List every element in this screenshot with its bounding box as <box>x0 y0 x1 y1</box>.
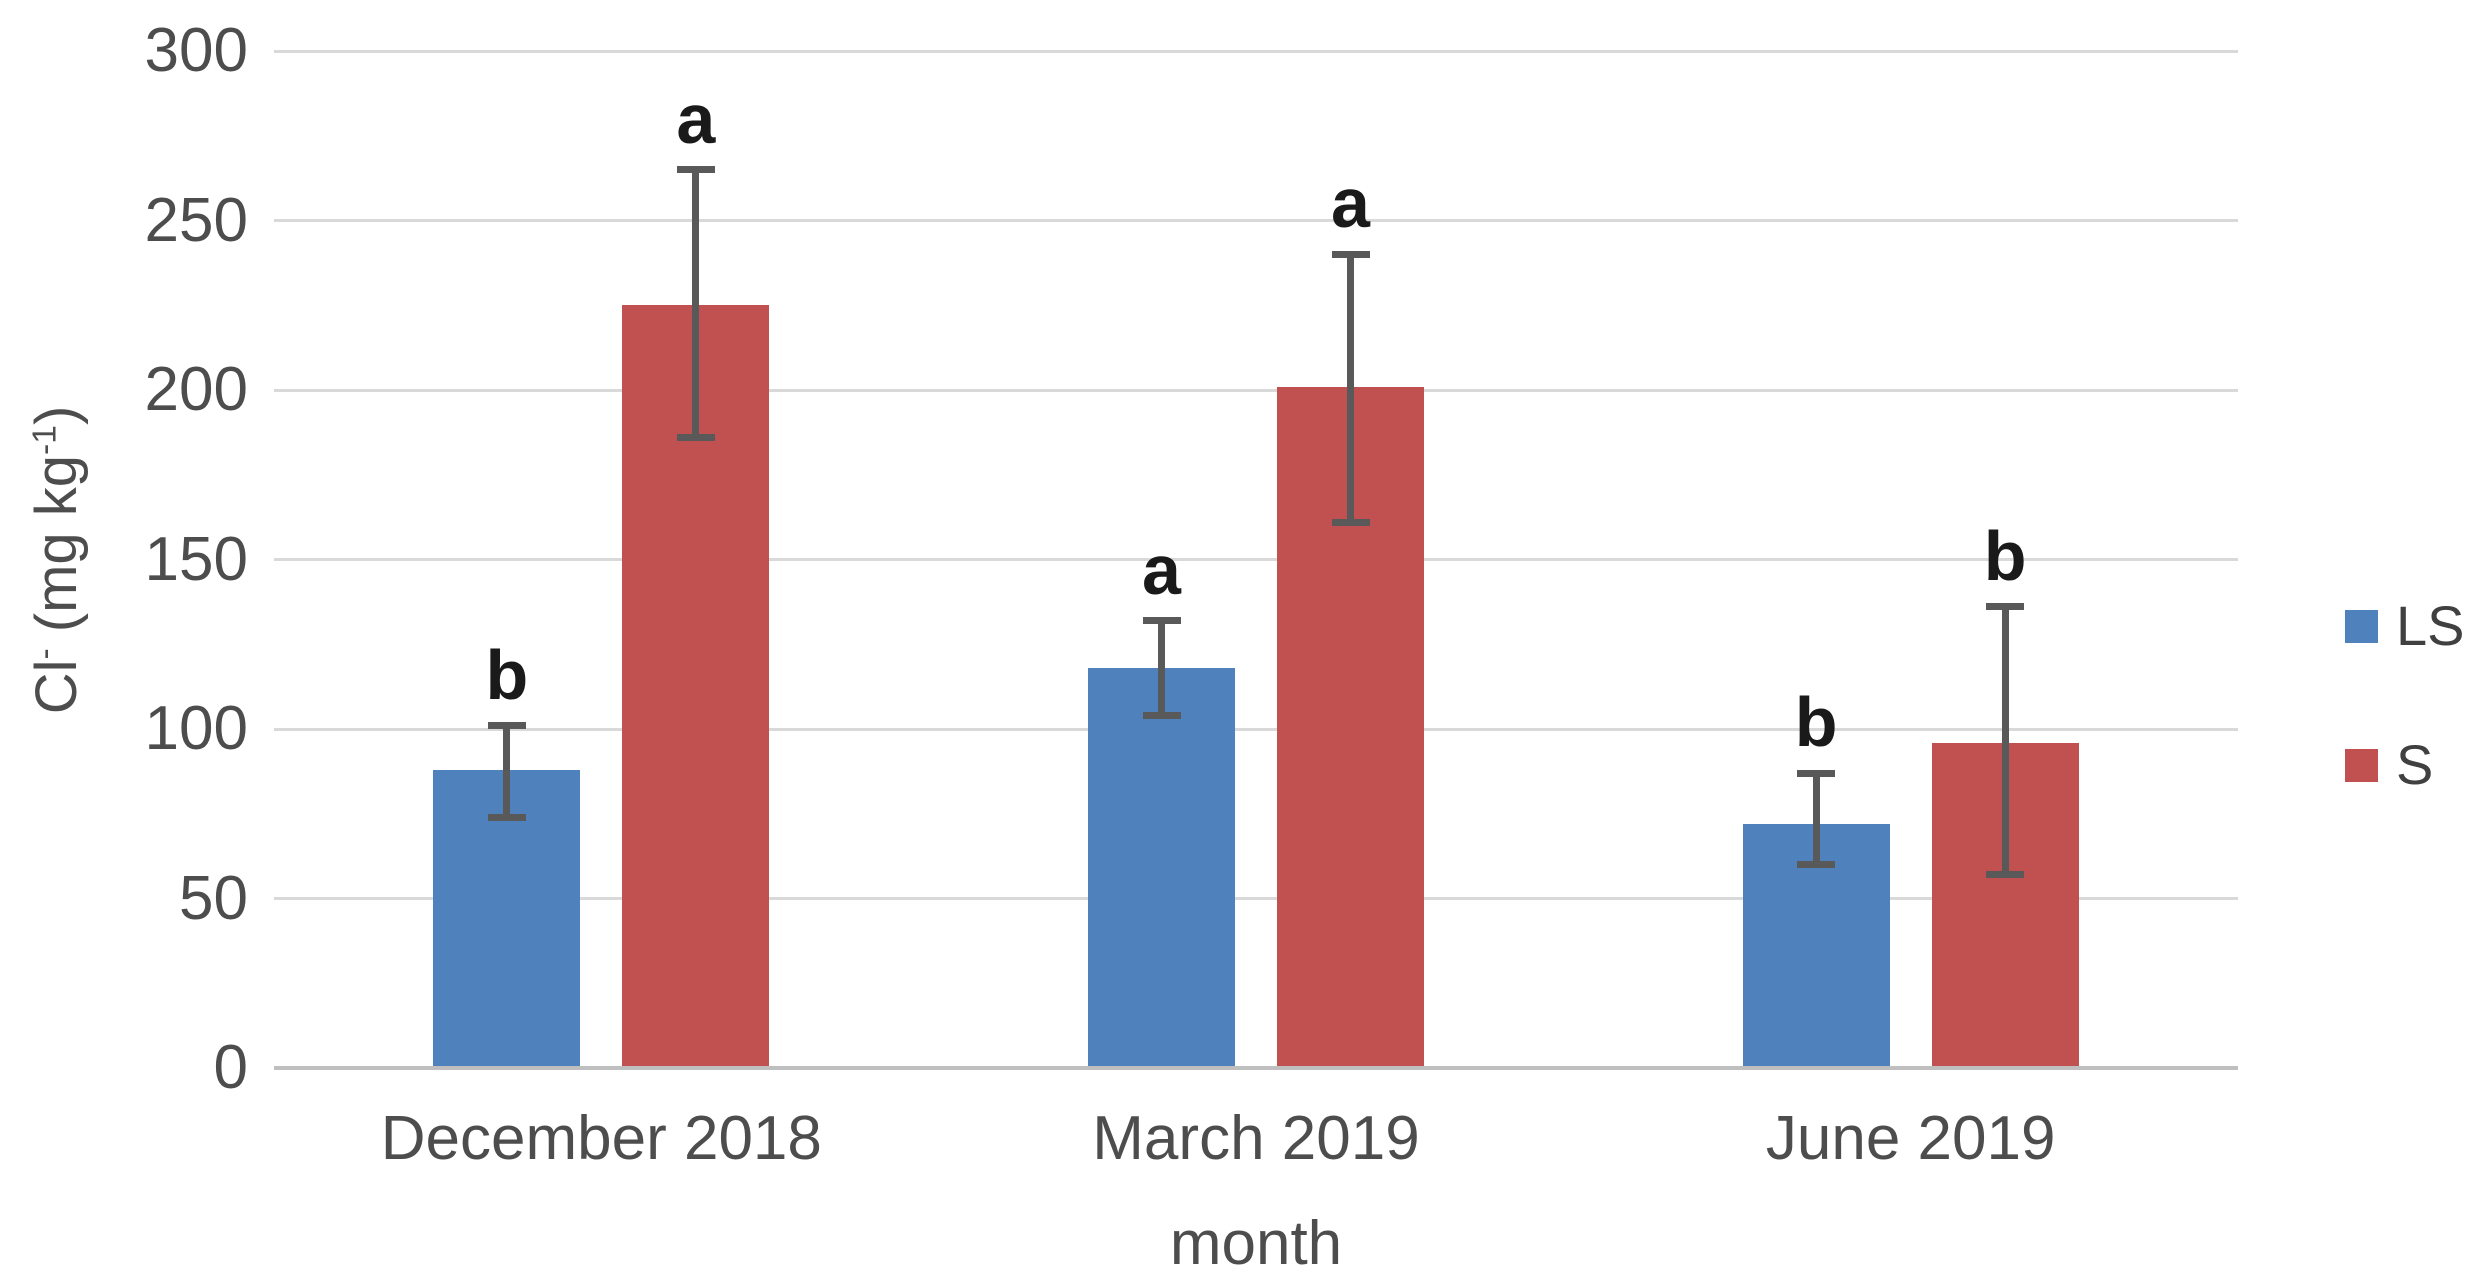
error-bar-cap <box>676 166 715 174</box>
significance-letter: a <box>1331 164 1370 243</box>
y-tick-label: 150 <box>144 524 248 594</box>
y-tick-label: 0 <box>213 1033 248 1102</box>
legend-label: S <box>2396 733 2434 796</box>
error-bar-cap <box>1986 603 2025 611</box>
x-axis-title: month <box>1169 1209 1343 1278</box>
x-category-label: March 2019 <box>1092 1104 1420 1173</box>
error-bar-cap <box>1142 617 1181 625</box>
error-bar-cap <box>1986 871 2025 879</box>
significance-letter: a <box>676 79 716 158</box>
legend-swatch-icon <box>2345 748 2378 782</box>
x-category-label: December 2018 <box>380 1104 822 1173</box>
gridline <box>274 388 2238 392</box>
error-bar-cap <box>1142 711 1181 719</box>
error-bar <box>503 725 511 818</box>
significance-letter: b <box>1794 683 1838 762</box>
legend-label: LS <box>2396 594 2465 657</box>
error-bar-cap <box>487 813 526 821</box>
bar-ls-2 <box>1088 667 1235 1068</box>
significance-letter: b <box>485 635 529 714</box>
error-bar <box>1347 254 1354 523</box>
y-tick-label: 200 <box>144 355 248 424</box>
y-tick-label: 300 <box>144 16 248 85</box>
error-bar-cap <box>487 722 526 730</box>
error-bar <box>2001 606 2009 875</box>
gridline <box>274 558 2238 561</box>
error-bar-cap <box>1797 769 1836 777</box>
x-category-label: June 2019 <box>1765 1104 2056 1173</box>
error-bar-cap <box>676 433 715 441</box>
gridline <box>274 727 2238 731</box>
error-bar <box>1812 773 1820 865</box>
gridline <box>274 897 2238 900</box>
y-tick-label: 250 <box>144 185 248 255</box>
error-bar-cap <box>1797 861 1836 869</box>
error-bar-cap <box>1331 250 1370 258</box>
legend-swatch-icon <box>2345 609 2378 643</box>
error-bar <box>1158 620 1165 716</box>
x-axis-line <box>274 1066 2238 1070</box>
significance-letter: a <box>1142 530 1181 609</box>
error-bar <box>692 169 700 438</box>
y-tick-label: 50 <box>179 863 248 933</box>
plot-area: b a a a b b <box>274 49 2238 1070</box>
y-tick-label: 100 <box>144 694 248 763</box>
significance-letter: b <box>1983 516 2027 595</box>
legend-item-ls: LS <box>2345 598 2465 654</box>
legend: LS S <box>2345 598 2465 793</box>
gridline <box>274 219 2238 222</box>
legend-item-s: S <box>2345 737 2465 793</box>
gridline <box>274 49 2238 53</box>
error-bar-cap <box>1331 518 1370 526</box>
